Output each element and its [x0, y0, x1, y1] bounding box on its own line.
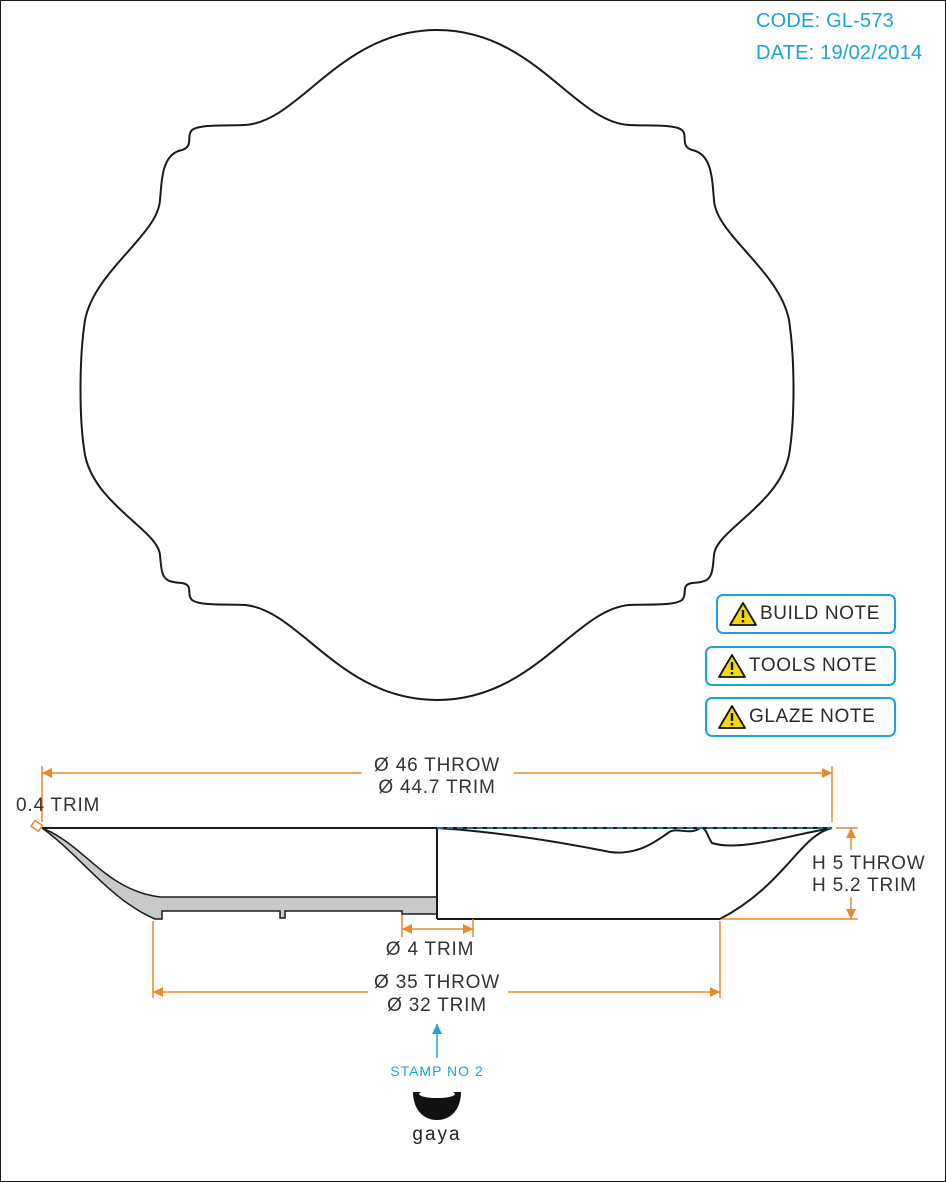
warning-icon	[718, 705, 746, 729]
rim-trim-label: 0.4 TRIM	[16, 795, 100, 816]
base-throw-label: Ø 35 THROW	[374, 972, 500, 993]
glaze-note-button[interactable]: GLAZE NOTE	[705, 697, 896, 737]
tools-note-button[interactable]: TOOLS NOTE	[705, 646, 896, 686]
warning-icon	[718, 654, 746, 678]
dimension-lines	[29, 766, 858, 998]
warning-icon	[729, 602, 757, 626]
build-note-label: BUILD NOTE	[760, 603, 881, 624]
outer-throw-label: Ø 46 THROW	[374, 755, 500, 776]
outer-trim-label: Ø 44.7 TRIM	[378, 777, 495, 798]
stamp-label: STAMP NO 2	[390, 1063, 484, 1079]
gaya-logo-text: gaya	[412, 1124, 461, 1145]
plate-cross-section	[41, 827, 438, 920]
product-code: CODE: GL-573	[756, 10, 895, 32]
glaze-note-label: GLAZE NOTE	[749, 706, 876, 727]
gaya-logo-bowl-icon	[413, 1090, 461, 1120]
drawing-date: DATE: 19/02/2014	[756, 42, 923, 64]
height-throw-label: H 5 THROW	[812, 853, 925, 874]
height-trim-label: H 5.2 TRIM	[812, 875, 917, 896]
build-note-button[interactable]: BUILD NOTE	[716, 594, 896, 634]
base-trim-label: Ø 32 TRIM	[387, 995, 487, 1016]
foot-trim-label: Ø 4 TRIM	[386, 939, 474, 960]
plate-top-view-outline	[79, 28, 795, 702]
tools-note-label: TOOLS NOTE	[749, 655, 878, 676]
